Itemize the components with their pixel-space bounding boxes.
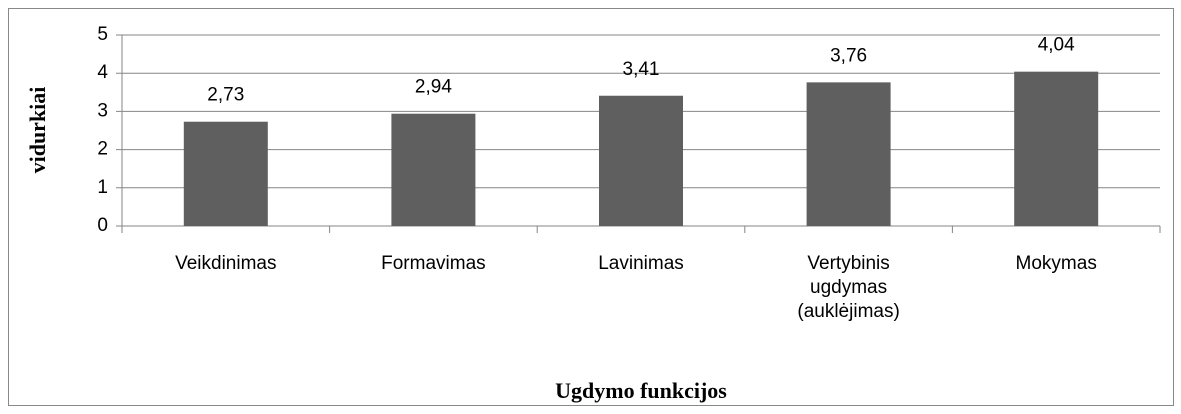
bar	[391, 113, 476, 226]
x-tick-label: Vertybinis ugdymas (auklėjimas)	[797, 253, 900, 322]
y-tick-label: 5	[97, 24, 108, 45]
y-tick-label: 3	[97, 100, 108, 121]
y-tick-label: 4	[97, 62, 108, 83]
data-label: 3,76	[830, 45, 867, 66]
data-label: 2,73	[207, 85, 244, 106]
x-tick-label: Mokymas	[1015, 253, 1097, 274]
y-axis-title: vidurkiai	[25, 87, 50, 174]
data-label: 3,41	[623, 59, 660, 80]
bar	[183, 121, 268, 226]
data-label: 2,94	[415, 77, 452, 98]
x-axis-title: Ugdymo funkcijos	[555, 378, 727, 403]
bar	[1014, 71, 1099, 226]
x-tick-label: Lavinimas	[598, 253, 684, 274]
x-tick-label: Formavimas	[381, 253, 486, 274]
x-tick-label: Veikdinimas	[175, 253, 277, 274]
bar	[599, 95, 683, 226]
bar	[806, 82, 891, 226]
chart-frame	[8, 8, 1174, 406]
y-tick-label: 0	[97, 215, 108, 236]
data-label: 4,04	[1038, 35, 1075, 56]
y-tick-label: 1	[97, 177, 108, 198]
y-tick-label: 2	[97, 139, 108, 160]
